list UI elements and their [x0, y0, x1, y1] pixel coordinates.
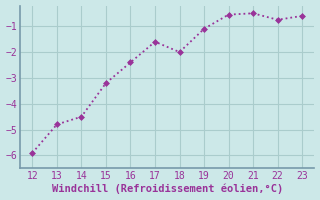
X-axis label: Windchill (Refroidissement éolien,°C): Windchill (Refroidissement éolien,°C): [52, 184, 283, 194]
